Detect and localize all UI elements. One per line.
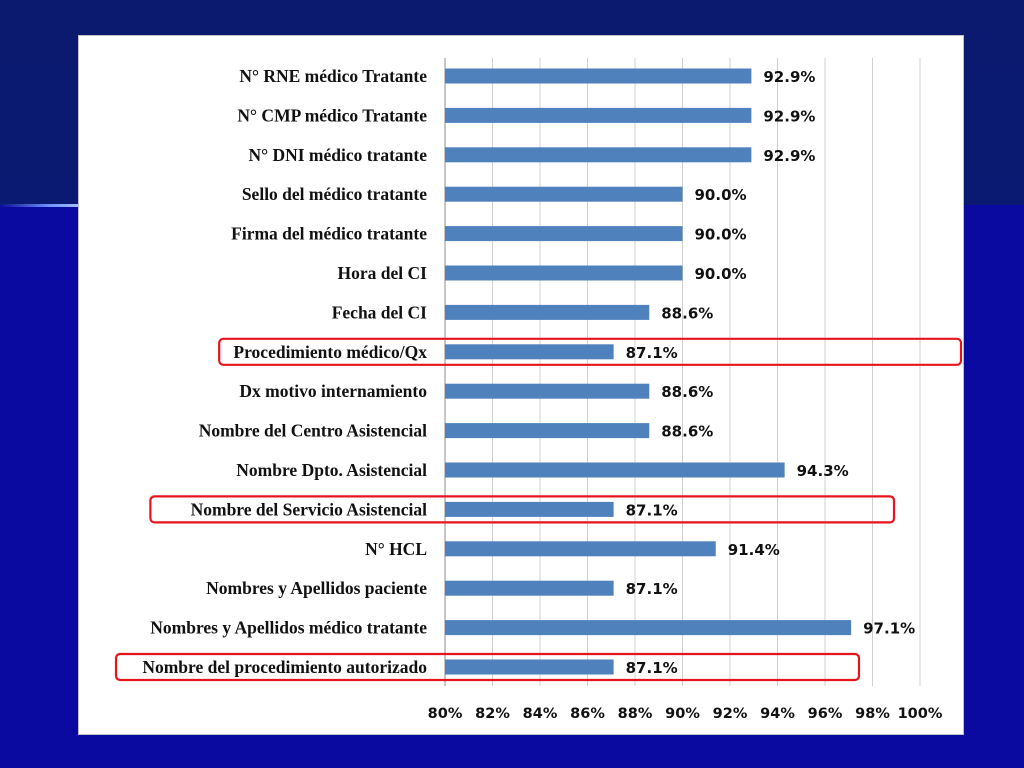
- x-tick-label: 96%: [808, 706, 843, 722]
- category-label: Hora del CI: [338, 263, 428, 283]
- bar: [445, 541, 716, 557]
- bar: [445, 226, 683, 242]
- category-labels: N° RNE médico Tratante N° CMP médico Trat…: [142, 66, 427, 677]
- x-tick-label: 100%: [898, 706, 943, 722]
- x-tick-label: 86%: [570, 706, 605, 722]
- bar: [445, 462, 785, 478]
- category-label: Dx motivo internamiento: [239, 381, 427, 401]
- value-label: 87.1%: [626, 344, 678, 362]
- category-label: Fecha del CI: [332, 302, 427, 322]
- category-label: Nombre del Centro Asistencial: [199, 421, 427, 441]
- category-label: Nombre del procedimiento autorizado: [142, 657, 427, 677]
- bar: [445, 147, 752, 163]
- value-label: 90.0%: [695, 186, 747, 204]
- bar: [445, 344, 614, 360]
- bar: [445, 659, 614, 675]
- bar: [445, 304, 650, 320]
- value-label: 90.0%: [695, 265, 747, 283]
- x-axis-tick-labels: 80% 82% 84% 86% 88% 90% 92% 94% 96% 98% 100%: [428, 706, 943, 722]
- value-label: 94.3%: [797, 462, 849, 480]
- category-label: N° HCL: [365, 539, 427, 559]
- value-label: 92.9%: [763, 147, 815, 165]
- category-label: N° DNI médico tratante: [248, 145, 427, 165]
- category-label: Nombres y Apellidos médico tratante: [150, 618, 427, 638]
- bar: [445, 265, 683, 281]
- bars: [445, 68, 852, 675]
- bar: [445, 186, 683, 202]
- x-tick-label: 88%: [618, 706, 653, 722]
- highlight-box: [149, 495, 896, 524]
- category-label: Sello del médico tratante: [242, 184, 427, 204]
- value-label: 88.6%: [661, 304, 713, 322]
- category-label: N° CMP médico Tratante: [237, 105, 427, 125]
- bar: [445, 383, 650, 399]
- value-label: 87.1%: [626, 580, 678, 598]
- value-label: 88.6%: [661, 423, 713, 441]
- category-label: Procedimiento médico/Qx: [233, 342, 427, 362]
- x-tick-label: 92%: [713, 706, 748, 722]
- highlight-box: [218, 337, 963, 366]
- bar: [445, 107, 752, 123]
- category-label: Nombre del Servicio Asistencial: [191, 499, 428, 519]
- value-label: 87.1%: [626, 501, 678, 519]
- x-tick-label: 94%: [760, 706, 795, 722]
- chart-panel: N° RNE médico Tratante N° CMP médico Trat…: [78, 35, 964, 735]
- x-tick-label: 90%: [665, 706, 700, 722]
- category-label: N° RNE médico Tratante: [239, 66, 427, 86]
- value-label: 97.1%: [863, 620, 915, 638]
- category-label: Nombres y Apellidos paciente: [206, 578, 427, 598]
- x-tick-label: 84%: [523, 706, 558, 722]
- value-labels: 92.9% 92.9% 92.9% 90.0% 90.0% 90.0% 88.6% 87.1%…: [626, 68, 916, 677]
- value-label: 92.9%: [763, 107, 815, 125]
- value-label: 87.1%: [626, 659, 678, 677]
- highlight-box: [114, 652, 861, 682]
- bar: [445, 423, 650, 439]
- bar-chart: N° RNE médico Tratante N° CMP médico Trat…: [114, 58, 963, 722]
- accent-line: [0, 204, 80, 207]
- value-label: 88.6%: [661, 383, 713, 401]
- x-tick-label: 80%: [428, 706, 463, 722]
- highlight-boxes: [114, 337, 963, 682]
- value-label: 92.9%: [763, 68, 815, 86]
- category-label: Firma del médico tratante: [231, 224, 427, 244]
- category-label: Nombre Dpto. Asistencial: [236, 460, 427, 480]
- value-label: 91.4%: [728, 541, 780, 559]
- x-tick-label: 98%: [855, 706, 890, 722]
- bar: [445, 580, 614, 596]
- bar: [445, 501, 614, 517]
- bar: [445, 68, 752, 84]
- x-tick-label: 82%: [475, 706, 510, 722]
- bar: [445, 620, 852, 636]
- value-label: 90.0%: [695, 226, 747, 244]
